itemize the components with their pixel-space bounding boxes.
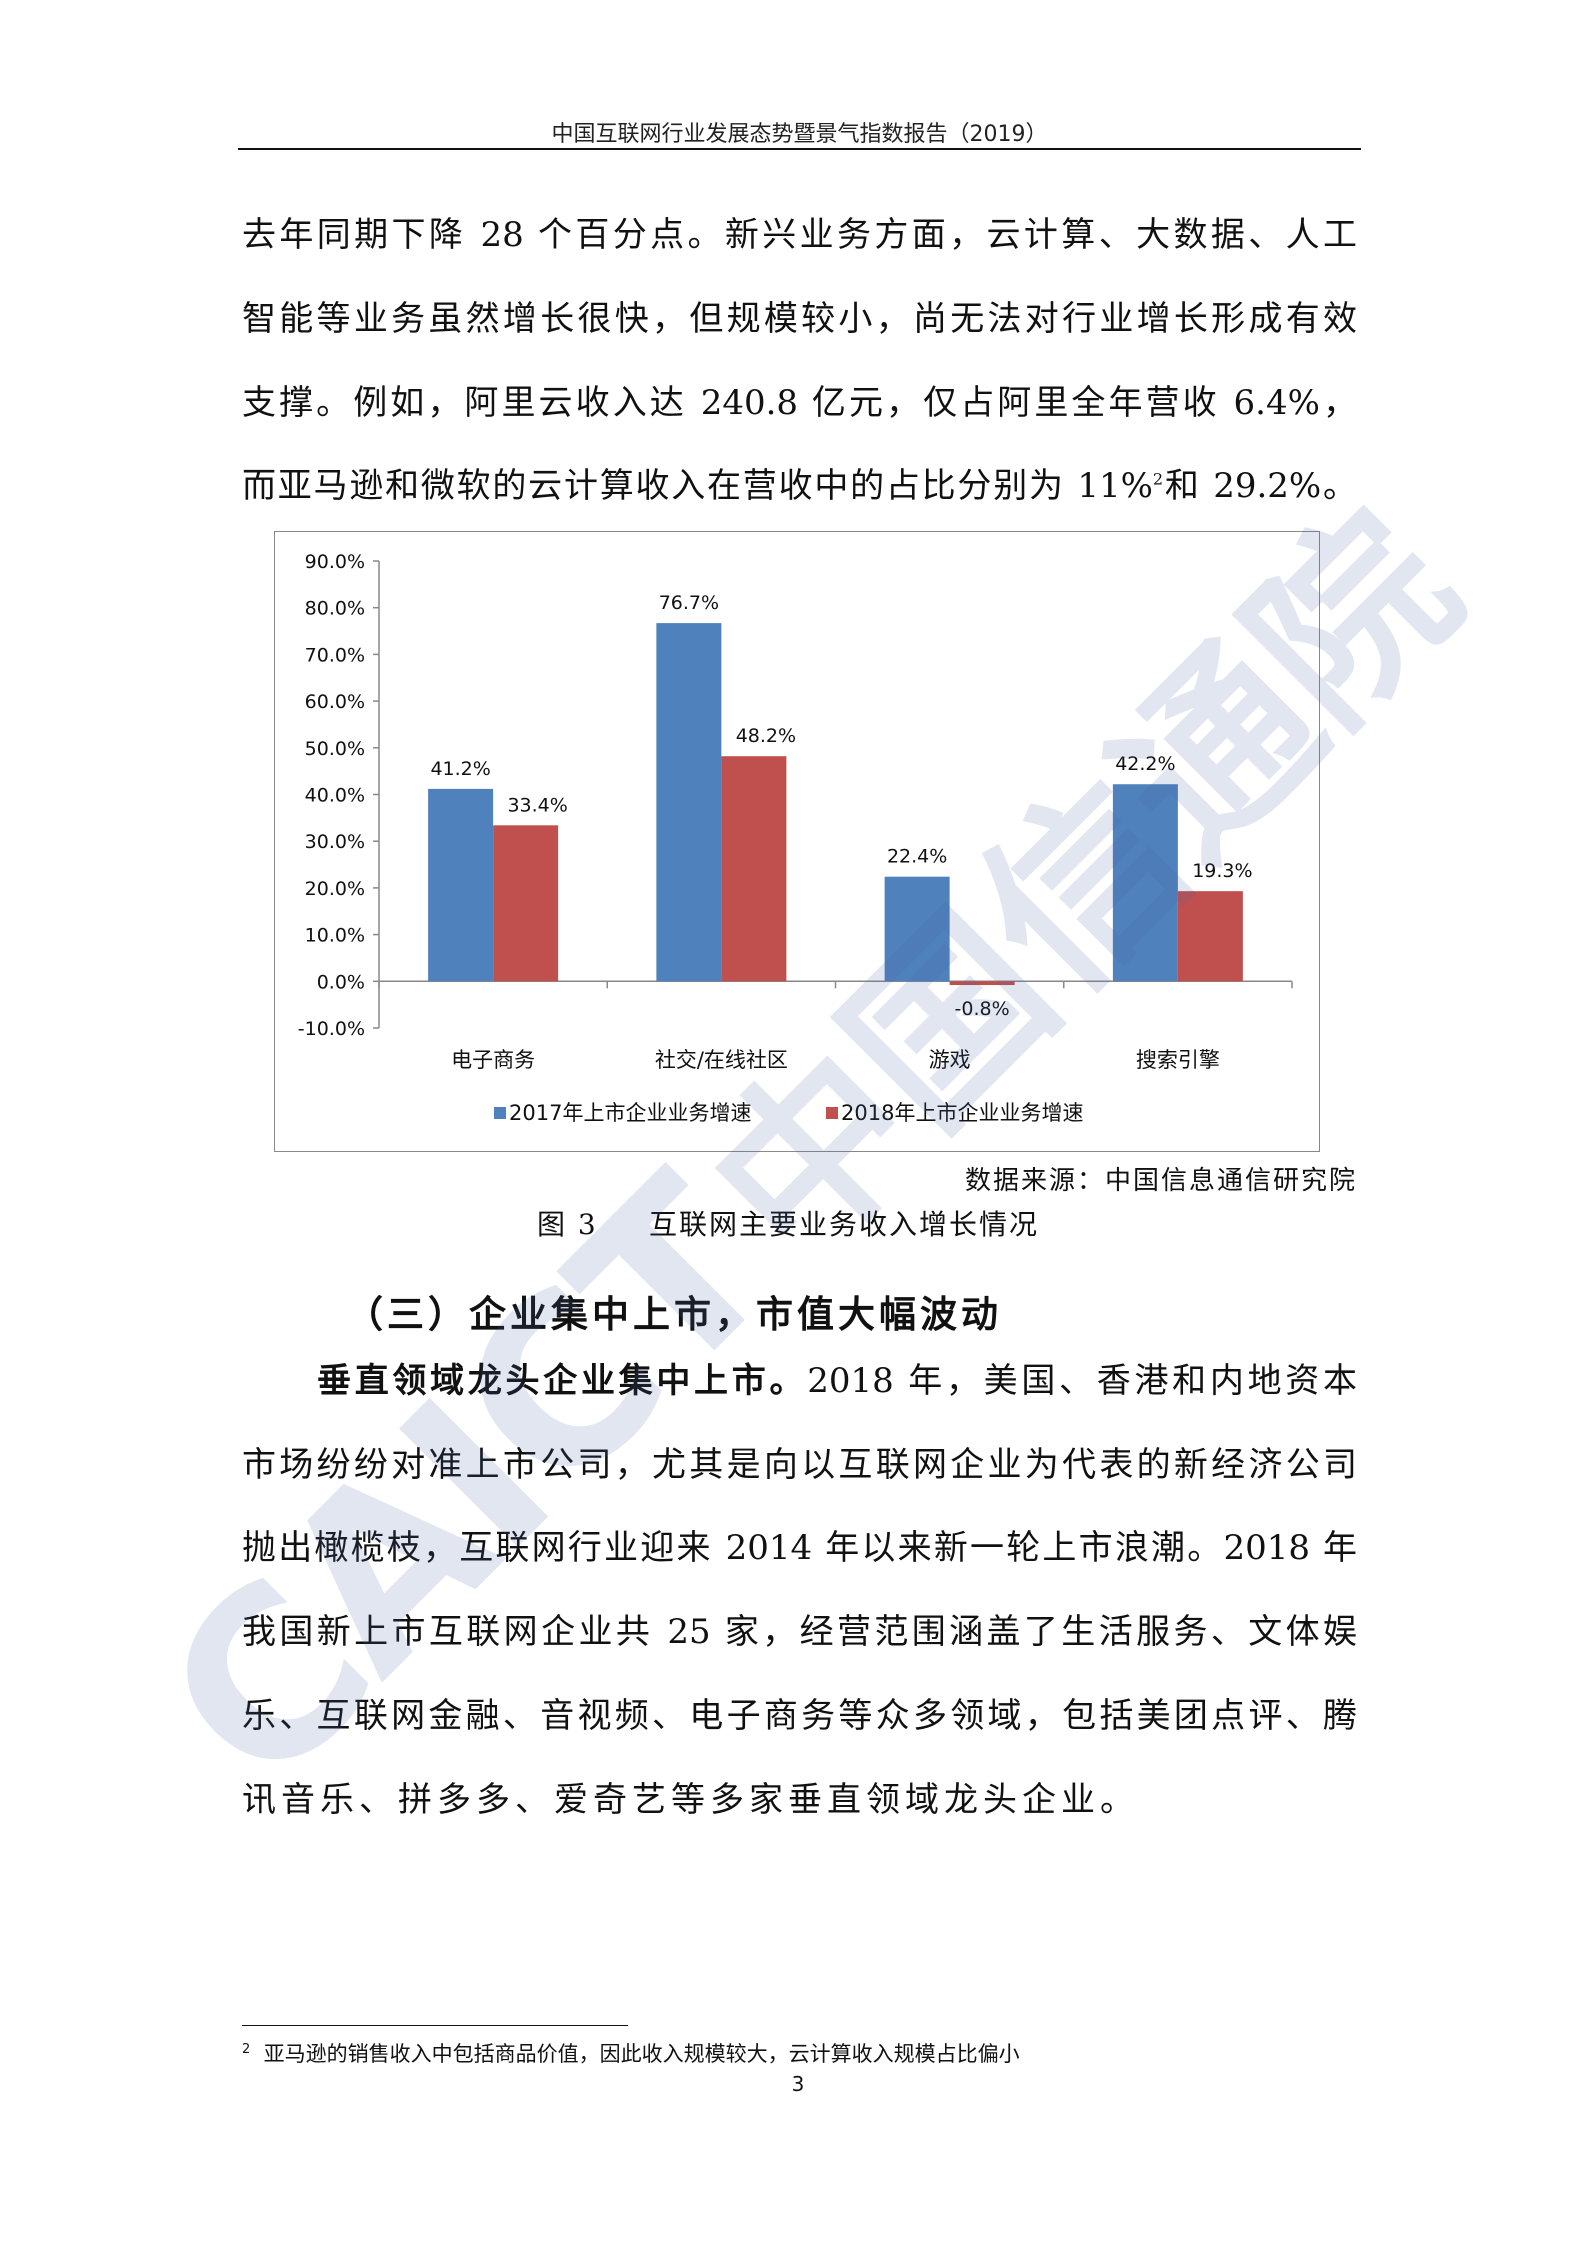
data-label: 48.2% — [736, 725, 796, 747]
data-label: 22.4% — [887, 846, 947, 868]
header-divider — [238, 148, 1361, 150]
paragraph-line: 乐、互联网金融、音视频、电子商务等众多领域，包括美团点评、腾 — [242, 1696, 1357, 1736]
paragraph-line: 抛出橄榄枝，互联网行业迎来 2014 年以来新一轮上市浪潮。2018 年 — [242, 1528, 1357, 1568]
bar-2018 — [493, 825, 559, 982]
page-header: 中国互联网行业发展态势暨景气指数报告（2019） — [551, 122, 1048, 147]
paragraph-line: 垂直领域龙头企业集中上市。2018 年，美国、香港和内地资本 — [317, 1359, 1357, 1403]
paragraph-line: 我国新上市互联网企业共 25 家，经营范围涵盖了生活服务、文体娱 — [242, 1612, 1357, 1652]
footnote-mark: 2 — [242, 2042, 251, 2057]
text: 和 29.2%。 — [1163, 466, 1357, 506]
bar-2018 — [949, 981, 1015, 986]
category-label: 游戏 — [929, 1048, 971, 1072]
y-tick-label: -10.0% — [298, 1018, 365, 1040]
category-label: 社交/在线社区 — [655, 1048, 788, 1072]
y-tick-label: 30.0% — [305, 831, 365, 853]
bar-2017 — [1112, 784, 1178, 982]
y-tick-label: 70.0% — [305, 644, 365, 666]
y-tick-label: 50.0% — [305, 738, 365, 760]
paragraph-line: 智能等业务虽然增长很快，但规模较小，尚无法对行业增长形成有效 — [242, 299, 1357, 339]
legend-label: 2017年上市企业业务增速 — [509, 1101, 751, 1125]
bar-2018 — [721, 756, 787, 982]
footnote: 2 亚马逊的销售收入中包括商品价值，因此收入规模较大，云计算收入规模占比偏小 — [242, 2038, 1020, 2068]
y-tick-label: 20.0% — [305, 878, 365, 900]
data-label: 42.2% — [1115, 753, 1175, 775]
y-tick-label: 90.0% — [305, 551, 365, 573]
bar-2017 — [656, 623, 722, 982]
figure-caption: 互联网主要业务收入增长情况 — [649, 1208, 1040, 1241]
text: 2018 年，美国、香港和内地资本 — [807, 1361, 1357, 1401]
page-number: 3 — [791, 2072, 805, 2096]
paragraph-line: 市场纷纷对准上市公司，尤其是向以互联网企业为代表的新经济公司 — [242, 1445, 1357, 1485]
bar-2017 — [428, 788, 494, 982]
bar-2017 — [884, 876, 950, 982]
data-label: 33.4% — [507, 794, 567, 816]
y-tick-label: 40.0% — [305, 785, 365, 807]
paragraph-line: 讯音乐、拼多多、爱奇艺等多家垂直领域龙头企业。 — [242, 1780, 1139, 1820]
chart-svg: 90.0% 80.0% 70.0% 60.0% 50.0% 40.0% 30.0% 20.0%… — [298, 551, 1293, 1125]
footnote-divider — [242, 2025, 628, 2026]
y-tick-label: 60.0% — [305, 691, 365, 713]
footnote-ref[interactable]: 2 — [1152, 469, 1164, 489]
footnote-text: 亚马逊的销售收入中包括商品价值，因此收入规模较大，云计算收入规模占比偏小 — [263, 2042, 1020, 2066]
legend-swatch — [826, 1107, 838, 1119]
paragraph-line: 去年同期下降 28 个百分点。新兴业务方面，云计算、大数据、人工 — [242, 215, 1357, 255]
legend-swatch — [494, 1107, 506, 1119]
text: 而亚马逊和微软的云计算收入在营收中的占比分别为 11% — [242, 466, 1153, 506]
bar-chart: 90.0% 80.0% 70.0% 60.0% 50.0% 40.0% 30.0% 20.0%… — [274, 531, 1320, 1152]
category-label: 电子商务 — [451, 1048, 535, 1072]
data-source: 数据来源：中国信息通信研究院 — [964, 1166, 1357, 1196]
data-label: 19.3% — [1192, 860, 1252, 882]
data-label: 76.7% — [659, 592, 719, 614]
y-tick-label: 10.0% — [305, 925, 365, 947]
category-label: 搜索引擎 — [1136, 1048, 1220, 1072]
data-label: 41.2% — [430, 758, 490, 780]
y-tick-label: 0.0% — [317, 971, 365, 993]
data-label: -0.8% — [955, 998, 1010, 1020]
y-tick-label: 80.0% — [305, 598, 365, 620]
paragraph-line: 支撑。例如，阿里云收入达 240.8 亿元，仅占阿里全年营收 6.4%， — [242, 383, 1357, 423]
paragraph-line: 而亚马逊和微软的云计算收入在营收中的占比分别为 11%2和 29.2%。 — [242, 464, 1357, 508]
bold-lead: 垂直领域龙头企业集中上市。 — [317, 1361, 808, 1401]
figure-number: 图 3 — [537, 1208, 598, 1241]
bar-2018 — [1177, 891, 1243, 982]
legend-label: 2018年上市企业业务增速 — [841, 1101, 1083, 1125]
section-heading: （三）企业集中上市，市值大幅波动 — [346, 1293, 1002, 1336]
